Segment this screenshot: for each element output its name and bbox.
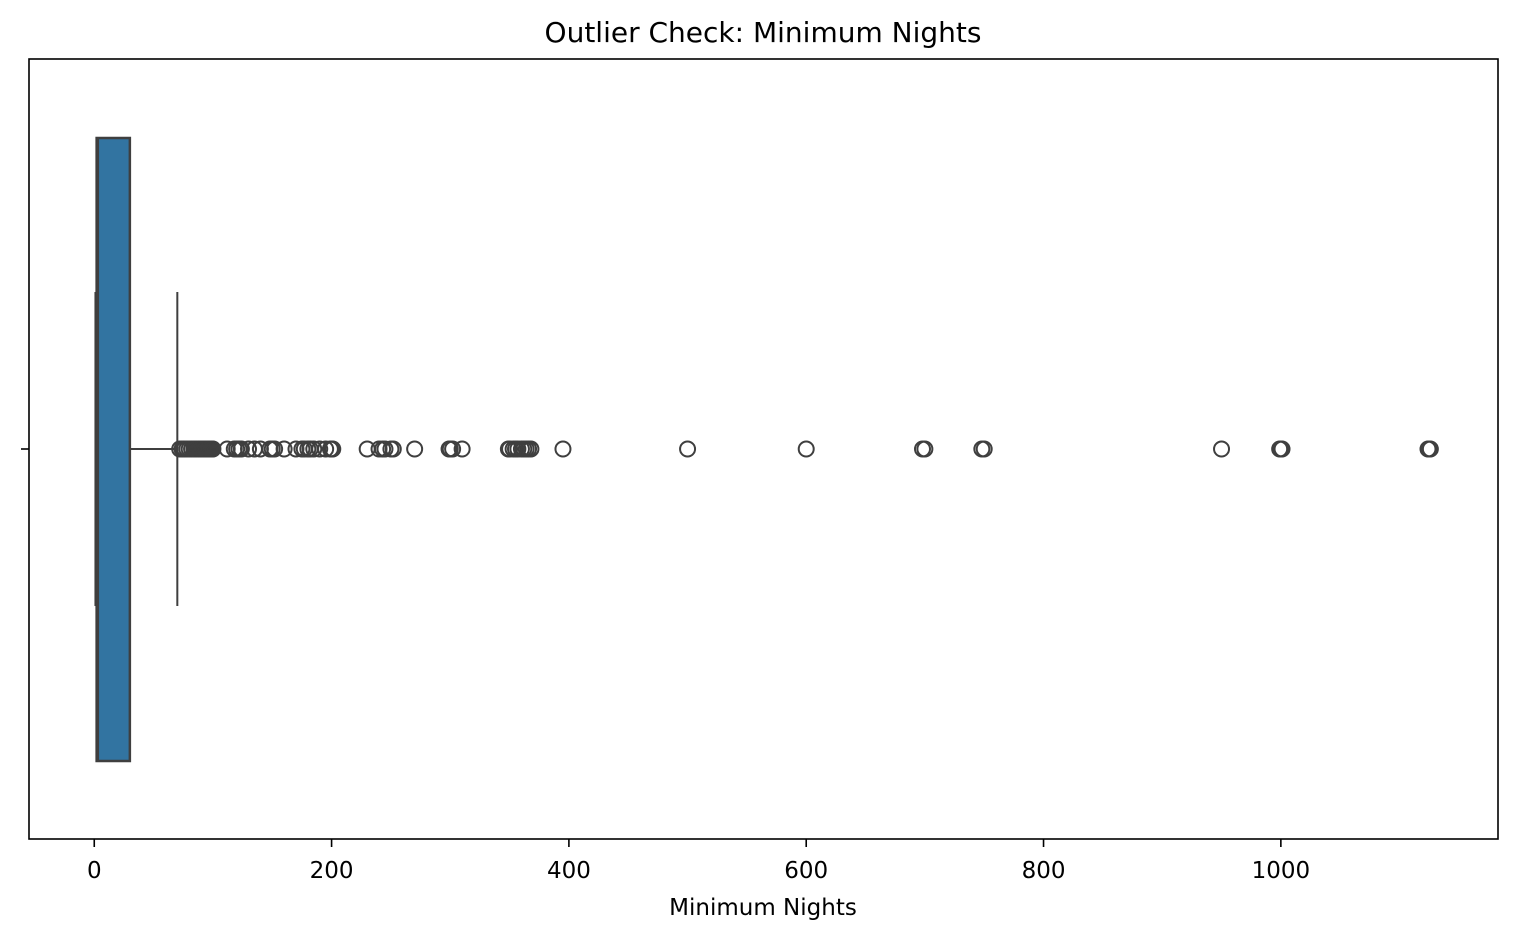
outlier-point: [522, 440, 540, 458]
outlier-point: [240, 440, 258, 458]
outlier-point: [679, 440, 697, 458]
outlier-point: [453, 440, 471, 458]
outlier-point: [305, 440, 323, 458]
outlier-point: [232, 440, 250, 458]
outlier-point: [444, 440, 462, 458]
outlier-point: [406, 440, 424, 458]
x-tick-label: 0: [87, 858, 102, 884]
outlier-point: [916, 440, 934, 458]
x-axis-label: Minimum Nights: [669, 895, 857, 921]
outlier-point: [324, 440, 342, 458]
x-axis: 0 200 400 600 800 1000: [87, 839, 1310, 884]
outlier-point: [975, 440, 993, 458]
outlier-point: [554, 440, 572, 458]
x-tick-label: 200: [310, 858, 354, 884]
outlier-point: [317, 440, 335, 458]
iqr-box: [95, 136, 132, 763]
box-plot: [94, 136, 179, 763]
outlier-point: [376, 440, 394, 458]
outlier-point: [1213, 440, 1231, 458]
outlier-point: [275, 440, 293, 458]
outlier-point: [266, 440, 284, 458]
x-tick-label: 1000: [1252, 858, 1311, 884]
chart-title: Outlier Check: Minimum Nights: [545, 16, 982, 49]
outlier-point: [797, 440, 815, 458]
outlier-point: [384, 440, 402, 458]
outlier-point: [1273, 440, 1291, 458]
outlier-point: [311, 440, 329, 458]
x-tick-label: 800: [1022, 858, 1066, 884]
outliers: [171, 440, 1439, 458]
x-tick-label: 600: [784, 858, 828, 884]
x-tick-label: 400: [547, 858, 591, 884]
outlier-point: [1421, 440, 1439, 458]
